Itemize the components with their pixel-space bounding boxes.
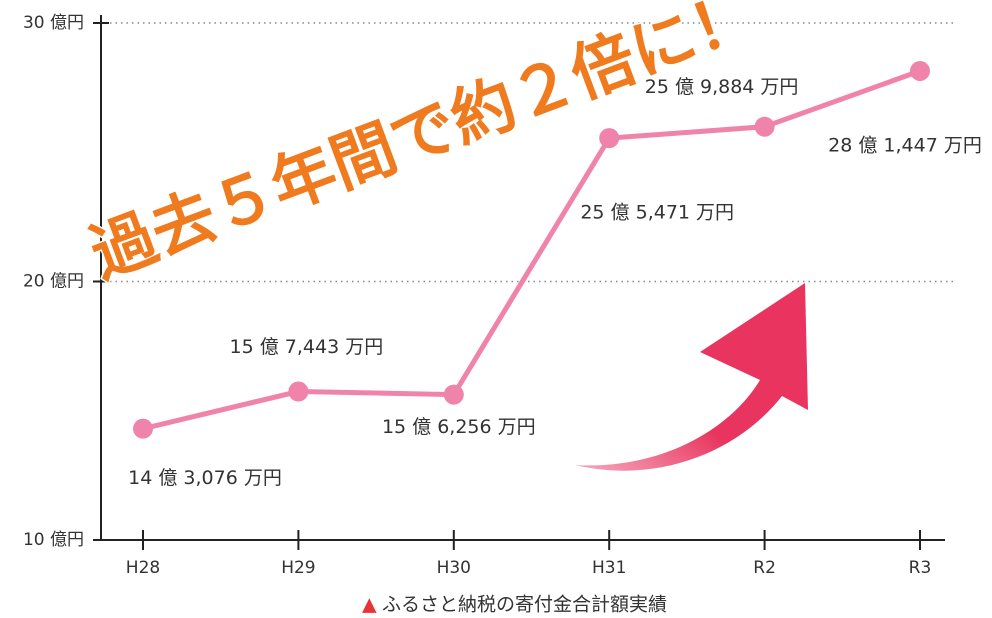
point	[288, 382, 308, 402]
y-tick-label: 10 億円	[23, 530, 84, 550]
value-label: 15 億 7,443 万円	[230, 336, 384, 358]
point	[599, 128, 619, 148]
decorative-arrow	[575, 283, 808, 471]
x-tick-label: R2	[753, 558, 776, 578]
y-tick-label: 30 億円	[23, 13, 84, 33]
x-tick-label: R3	[909, 558, 932, 578]
point	[444, 385, 464, 405]
point	[755, 117, 775, 137]
caption-mark: ▲	[362, 594, 377, 616]
value-label: 14 億 3,076 万円	[128, 467, 282, 489]
headline: 過去５年間で約２倍に！	[81, 0, 766, 293]
value-label: 28 億 1,447 万円	[828, 134, 982, 156]
y-tick-label: 20 億円	[23, 272, 84, 292]
value-label: 25 億 5,471 万円	[580, 202, 734, 224]
x-tick-label: H28	[126, 558, 160, 578]
x-tick-label: H29	[281, 558, 315, 578]
point	[910, 61, 930, 81]
caption: ふるさと納税の寄付金合計額実績	[382, 594, 667, 616]
point	[133, 419, 153, 439]
value-label: 15 億 6,256 万円	[382, 416, 536, 438]
x-tick-label: H30	[437, 558, 471, 578]
x-tick-label: H31	[592, 558, 626, 578]
chart: ▲ ふるさと納税の寄付金合計額実績 10 億円 20 億円 30 億円 H28 H29 H…	[0, 0, 992, 618]
